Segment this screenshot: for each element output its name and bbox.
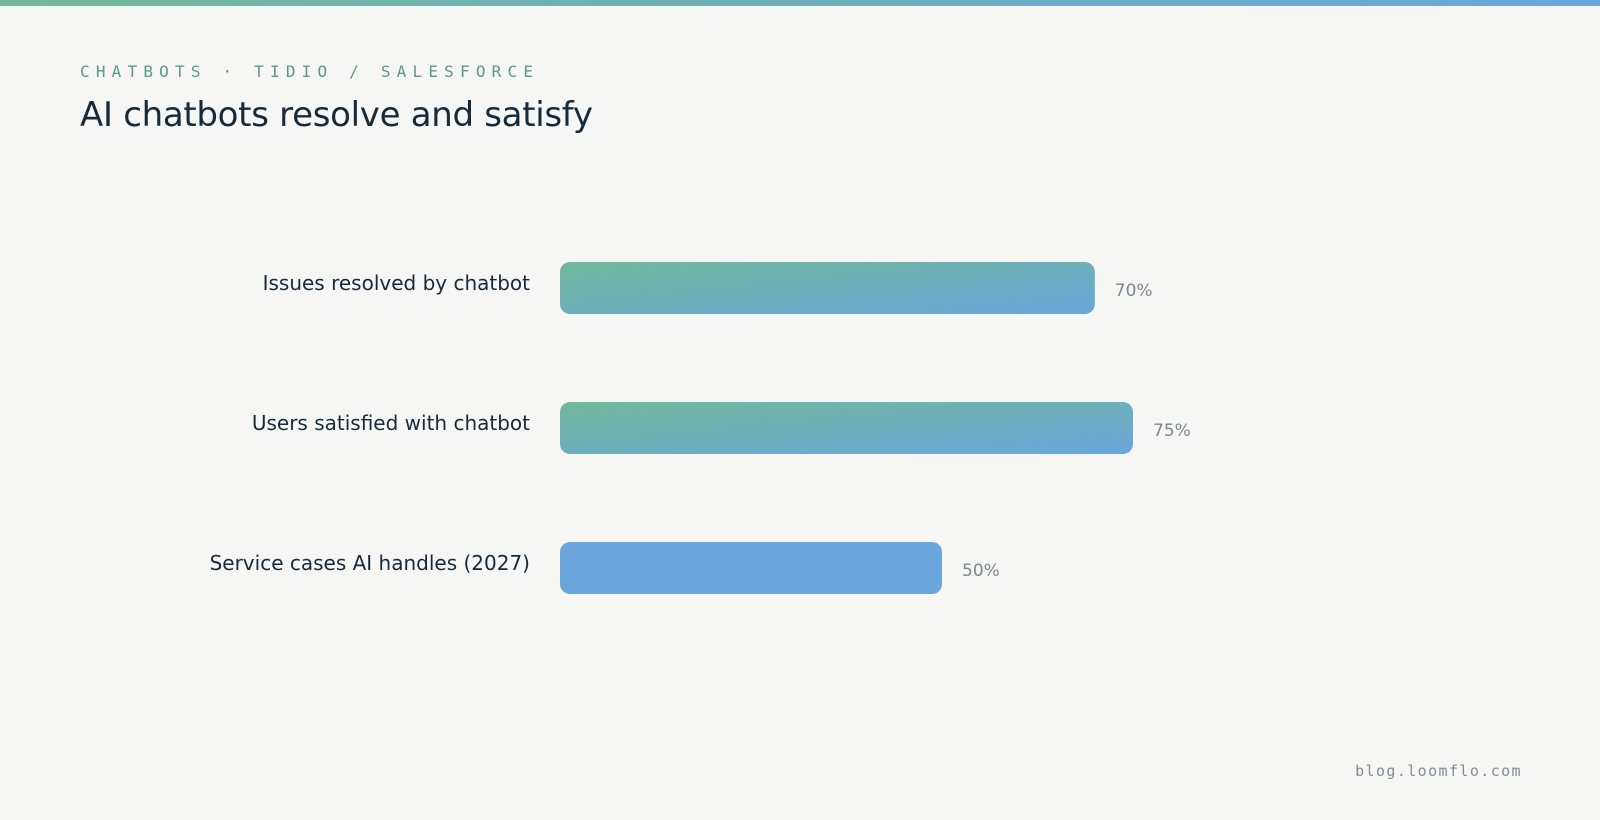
bar [560, 542, 942, 594]
bar [560, 262, 1095, 314]
top-accent-bar [0, 0, 1600, 6]
category-label: Service cases AI handles (2027) [210, 551, 530, 575]
chart-title: AI chatbots resolve and satisfy [80, 95, 593, 135]
value-label: 70% [1115, 281, 1153, 301]
category-label: Users satisfied with chatbot [252, 411, 530, 435]
footer-source: blog.loomflo.com [1355, 762, 1522, 780]
eyebrow-source-label: CHATBOTS · TIDIO / SALESFORCE [80, 62, 540, 81]
bar [560, 402, 1133, 454]
value-label: 50% [962, 561, 1000, 581]
value-label: 75% [1153, 421, 1191, 441]
bars-group: Issues resolved by chatbot 70% Users satis… [210, 262, 1191, 594]
category-label: Issues resolved by chatbot [263, 271, 531, 295]
